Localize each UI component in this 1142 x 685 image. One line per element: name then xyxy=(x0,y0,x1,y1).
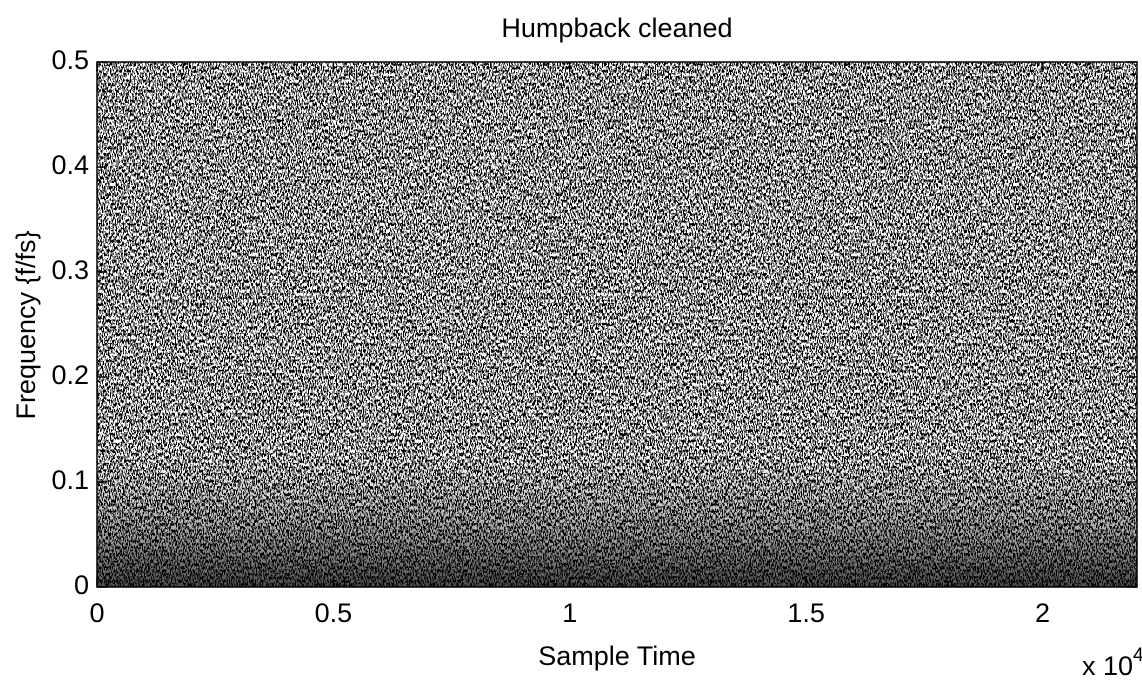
x-tick-label: 1.5 xyxy=(787,598,825,628)
x-scale-label: x 104 xyxy=(1082,645,1142,681)
x-tick-label: 1 xyxy=(562,598,577,628)
spectrogram-image xyxy=(97,62,1137,587)
y-tick-label: 0.1 xyxy=(51,465,89,495)
plot-frame xyxy=(96,61,1138,588)
y-tick-label: 0.3 xyxy=(51,255,89,285)
x-axis-label: Sample Time xyxy=(538,641,696,671)
x-scale-base: x 10 xyxy=(1082,651,1133,681)
x-tick-label: 0 xyxy=(89,598,104,628)
chart-title: Humpback cleaned xyxy=(501,13,732,43)
x-scale-exponent: 4 xyxy=(1133,645,1142,666)
x-tick-label: 2 xyxy=(1035,598,1050,628)
x-tick-label: 0.5 xyxy=(315,598,353,628)
y-tick-label: 0 xyxy=(74,570,89,600)
y-tick-label: 0.2 xyxy=(51,360,89,390)
y-tick-label: 0.4 xyxy=(51,150,89,180)
y-tick-label: 0.5 xyxy=(51,45,89,75)
y-axis-label: Frequency {f/fs} xyxy=(11,230,41,419)
